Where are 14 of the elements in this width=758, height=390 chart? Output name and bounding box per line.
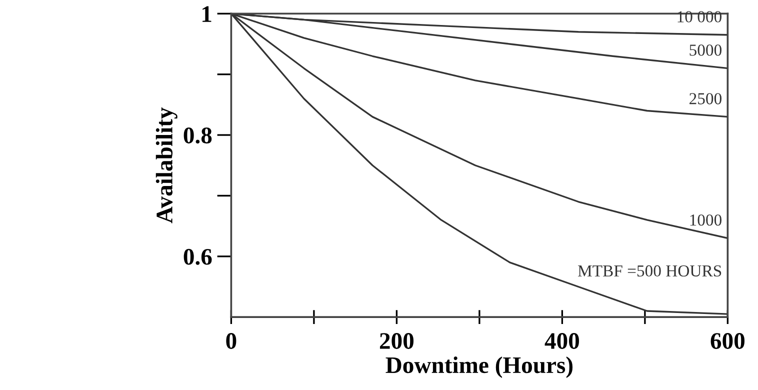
series-label: 1000	[690, 214, 722, 226]
x-tick-label: 600	[710, 333, 744, 349]
y-tick-label: 0.6	[184, 248, 212, 265]
series-label: 5000	[690, 44, 722, 56]
x-tick-label: 0	[226, 333, 236, 349]
y-tick-label: 0.8	[184, 128, 212, 144]
series-label: MTBF =500 HOURS	[578, 265, 722, 277]
x-tick-label: 400	[544, 333, 579, 349]
series-label: 2500	[690, 93, 722, 104]
x-tick-label: 200	[380, 333, 414, 349]
y-tick-label: 1	[202, 6, 212, 22]
x-axis-title: Downtime (Hours)	[386, 356, 573, 378]
y-axis-title: Availability	[156, 107, 178, 224]
series-label: 10 000	[678, 11, 722, 22]
